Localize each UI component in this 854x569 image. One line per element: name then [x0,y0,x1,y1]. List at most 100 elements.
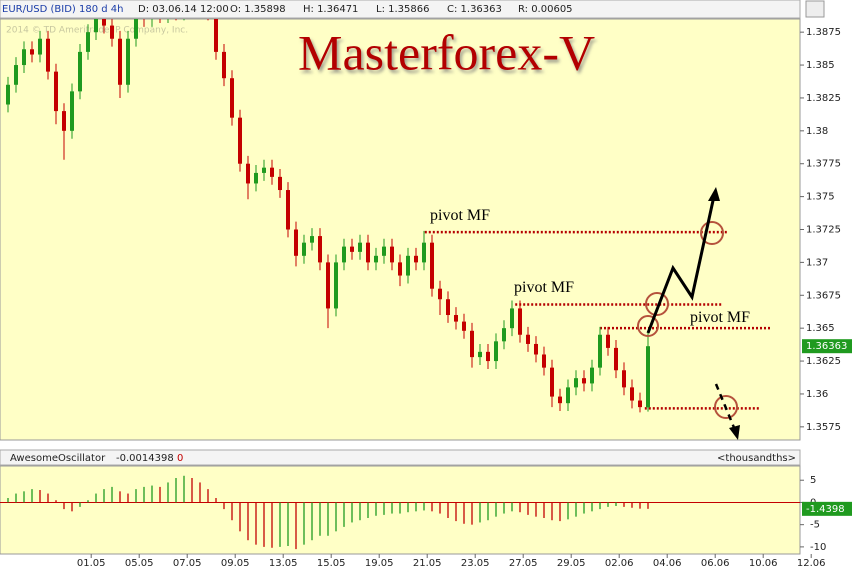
candle-body [54,71,58,112]
osc-last-box [802,501,852,516]
candle-body [622,370,626,388]
candle-body [486,351,490,362]
candle-body [374,255,378,263]
candle-body [558,396,562,404]
candle-body [614,347,618,371]
toolbar [0,0,801,19]
candle-body [638,400,642,408]
circle [700,221,724,245]
circle [637,315,659,337]
candle-body [78,51,82,92]
candle-body [534,343,538,355]
candle-body [294,229,298,256]
candle-body [630,387,634,401]
osc-name: AwesomeOscillator [10,453,106,464]
info: R: 0.00605 [518,4,573,15]
info: L: 1.35866 [376,4,429,15]
candle-body [46,38,50,72]
candle-body [342,246,346,263]
candle-body [590,367,594,384]
candle-body [310,236,314,243]
osc-last: -1.4398 [806,504,845,515]
candle-body [582,378,586,384]
candle-body [510,308,514,329]
y-tick-label: 1.3725 [806,225,841,236]
candle-body [246,163,250,184]
pivot-label: pivot MF [690,309,750,326]
candle-body [574,378,578,388]
annotation-circles [637,221,738,419]
candle-body [230,78,234,118]
last-price-box [802,339,852,354]
candle-body [446,299,450,316]
candle-body [14,65,18,85]
candle-body [30,49,34,55]
x-tick-label: 19.05 [365,558,394,569]
candle-body [358,242,362,252]
candle-body [542,354,546,368]
candle-body [118,38,122,85]
candle-body [270,167,274,177]
forecast-arrow-down [714,383,737,431]
y-tick-label: -5 [810,520,820,531]
y-tick-label: 1.37 [806,257,828,268]
x-tick-label: 09.05 [221,558,250,569]
candle-body [334,262,338,309]
candle-body [350,246,354,252]
candle-body [126,38,130,85]
candle-body [262,167,266,173]
pivot-label: pivot MF [514,279,574,296]
x-tick-label: 07.05 [173,558,202,569]
y-tick-label: 1.385 [806,60,835,71]
last-price: 1.36363 [806,341,847,352]
x-tick-label: 23.05 [461,558,490,569]
candle-body [214,19,218,52]
symbol: EUR/USD (BID) 180 d 4h [2,4,123,15]
candle-body [62,111,66,131]
y-tick-label: -10 [810,542,826,553]
main-plot [0,18,801,441]
candle-body [382,246,386,256]
candle-body [22,49,26,66]
arrow-head [708,187,720,201]
pivot-label: pivot MF [430,207,490,224]
x-tick-label: 15.05 [317,558,346,569]
candle-body [606,334,610,348]
y-tick-label: 1.3675 [806,290,841,301]
arrow-head [729,425,740,440]
x-tick-label: 29.05 [557,558,586,569]
candle-body [6,84,10,105]
candle-body [318,236,322,263]
y-tick-label: 1.3625 [806,356,841,367]
candle-body [526,334,530,344]
candle-body [94,19,98,33]
osc-flag: 0 [177,453,183,464]
x-tick-label: 10.06 [749,558,778,569]
candle-body [646,346,650,408]
candle-body [110,25,114,39]
candle-body [598,334,602,368]
candle-body [494,341,498,362]
x-tick-label: 27.05 [509,558,538,569]
x-tick-label: 01.05 [77,558,106,569]
y-tick-label: 1.3875 [806,27,841,38]
y-tick-label: 5 [810,475,816,486]
candle-body [398,262,402,276]
candle-body [70,91,74,131]
x-tick-label: 02.06 [605,558,634,569]
osc-bars [7,475,649,550]
candle-body [430,242,434,289]
info: C: 1.36363 [447,4,502,15]
x-tick-label: 12.06 [797,558,826,569]
candle-body [550,367,554,397]
candle-body [38,38,42,55]
candle-body [286,190,290,230]
candle-body [470,330,474,358]
candles [6,19,650,413]
candle-body [366,242,370,263]
osc-current: -0.0014398 [116,453,174,464]
candle-body [518,308,522,335]
toolbar-button[interactable] [805,0,825,18]
candle-body [462,321,466,331]
x-tick-label: 06.06 [701,558,730,569]
